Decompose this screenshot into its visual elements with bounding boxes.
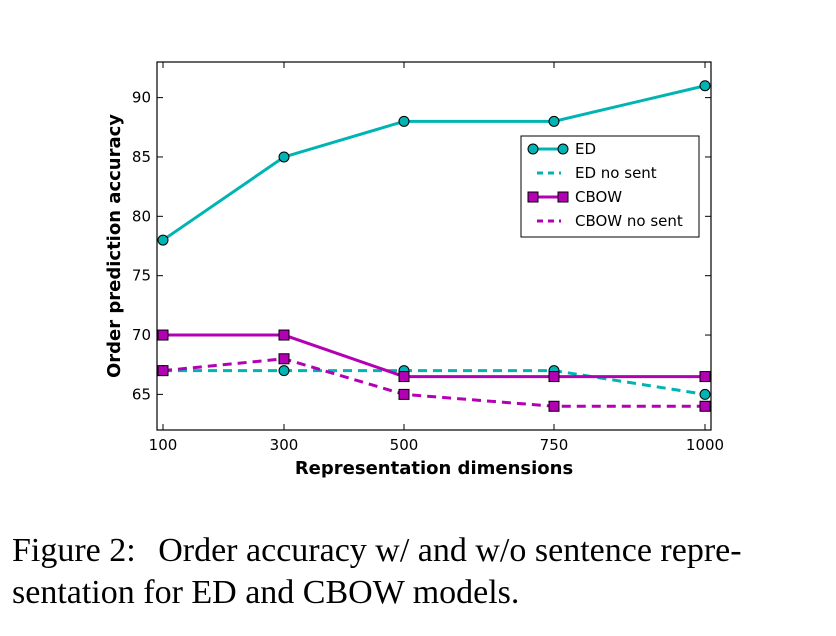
y-tick-label: 65 [132,385,151,403]
legend: ED ED no sent CBOW CBOW no sent [520,135,700,238]
legend-marker [527,191,539,203]
series-markers [157,80,711,412]
y-tick-label: 80 [132,207,151,225]
series-lines [162,84,706,408]
legend-label-ed: ED [575,140,596,158]
series-line-ed-no-sent [163,369,706,396]
y-tick-label: 75 [132,267,151,285]
x-tick-label: 300 [270,436,299,454]
data-point-cbow [157,329,169,341]
data-point-cbow-no-sent [278,353,290,365]
legend-label-cbow-no-sent: CBOW no sent [575,212,683,230]
data-point-ed-no-sent [278,365,290,377]
figure-caption: Figure 2: Order accuracy w/ and w/o sent… [12,530,824,614]
data-point-cbow [699,371,711,383]
data-point-cbow-no-sent [548,400,560,412]
data-point-ed [278,151,290,163]
data-point-ed [398,115,410,127]
x-tick-label: 750 [540,436,569,454]
legend-marker [557,191,569,203]
x-tick-label: 500 [390,436,419,454]
caption-label: Figure 2: [12,532,136,569]
x-tick-label: 100 [149,436,178,454]
x-tick-label: 1000 [686,436,724,454]
data-point-cbow-no-sent [699,400,711,412]
data-point-ed [548,115,560,127]
data-point-cbow [398,371,410,383]
legend-label-cbow: CBOW [575,188,622,206]
data-point-ed [157,234,169,246]
legend-marker [557,143,569,155]
y-tick-label: 85 [132,148,151,166]
y-tick-label: 70 [132,326,151,344]
data-point-cbow-no-sent [398,388,410,400]
data-point-cbow-no-sent [157,365,169,377]
axis-ticks: 65 70 75 80 85 90 100 300 500 750 1000 [132,62,724,454]
data-point-cbow [278,329,290,341]
legend-label-ed-no-sent: ED no sent [575,164,657,182]
series-line-cbow-no-sent [162,357,705,408]
data-point-ed [699,80,711,92]
data-point-ed-no-sent [699,388,711,400]
data-point-cbow [548,371,560,383]
line-chart: 65 70 75 80 85 90 100 300 500 750 1000 Representat… [104,61,724,479]
x-axis-title: Representation dimensions [295,458,573,479]
y-tick-label: 90 [132,89,151,107]
legend-marker [527,143,539,155]
caption-text: Order accuracy w/ and w/o sentence repre… [12,532,742,611]
y-axis-title: Order prediction accuracy [104,114,125,378]
plot-frame [156,61,712,431]
